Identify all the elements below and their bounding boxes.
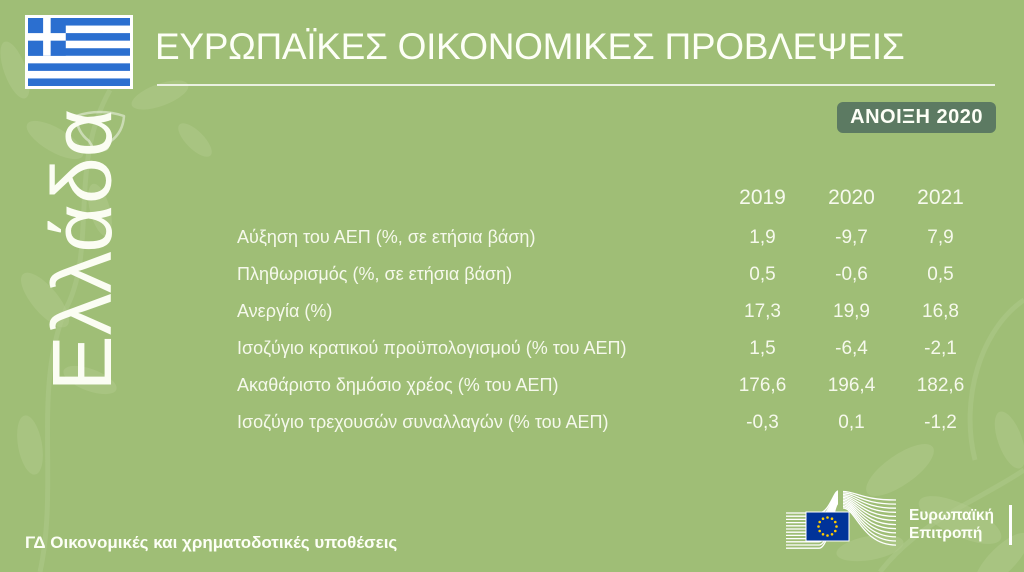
row-value: -1,2 bbox=[924, 411, 957, 433]
table-row: Αύξηση του ΑΕΠ (%, σε ετήσια βάση) 1,9 -… bbox=[237, 219, 985, 256]
row-value: -9,7 bbox=[835, 226, 868, 248]
table-row: Ακαθάριστο δημόσιο χρέος (% του ΑΕΠ) 176… bbox=[237, 367, 985, 404]
country-label: Ελλάδα bbox=[35, 108, 129, 392]
forecast-table: 2019 2020 2021 Αύξηση του ΑΕΠ (%, σε ετή… bbox=[237, 176, 985, 441]
row-value: 16,8 bbox=[922, 300, 959, 322]
row-value: 196,4 bbox=[827, 374, 876, 396]
row-label: Πληθωρισμός (%, σε ετήσια βάση) bbox=[237, 264, 513, 284]
row-value: 1,9 bbox=[749, 226, 776, 248]
ec-logo-bar bbox=[1009, 505, 1012, 545]
eu-flag-icon bbox=[805, 511, 850, 542]
title-underline bbox=[157, 84, 995, 86]
row-value: 17,3 bbox=[744, 300, 781, 322]
row-value: 7,9 bbox=[927, 226, 954, 248]
ec-logo-text: Ευρωπαϊκή Επιτροπή bbox=[909, 507, 994, 543]
row-value: -0,6 bbox=[835, 263, 868, 285]
table-row: Ισοζύγιο κρατικού προϋπολογισμού (% του … bbox=[237, 330, 985, 367]
row-value: 19,9 bbox=[833, 300, 870, 322]
row-label: Ισοζύγιο τρεχουσών συναλλαγών (% του ΑΕΠ… bbox=[237, 412, 609, 432]
row-value: 0,1 bbox=[838, 411, 865, 433]
ec-logo-line2: Επιτροπή bbox=[909, 525, 983, 542]
page-title: ΕΥΡΩΠΑΪΚΕΣ ΟΙΚΟΝΟΜΙΚΕΣ ΠΡΟΒΛΕΨΕΙΣ bbox=[155, 26, 905, 67]
forecast-table-header-row: 2019 2020 2021 bbox=[237, 176, 985, 219]
season-badge: ΑΝΟΙΞΗ 2020 bbox=[837, 102, 996, 133]
row-value: -0,3 bbox=[746, 411, 779, 433]
row-value: 0,5 bbox=[749, 263, 776, 285]
row-value: 176,6 bbox=[738, 374, 787, 396]
year-column-header: 2021 bbox=[917, 185, 964, 209]
table-row: Πληθωρισμός (%, σε ετήσια βάση) 0,5 -0,6… bbox=[237, 256, 985, 293]
row-label: Ακαθάριστο δημόσιο χρέος (% του ΑΕΠ) bbox=[237, 375, 559, 395]
row-value: 0,5 bbox=[927, 263, 954, 285]
row-value: -2,1 bbox=[924, 337, 957, 359]
row-label: Ισοζύγιο κρατικού προϋπολογισμού (% του … bbox=[237, 338, 627, 358]
greece-flag-icon bbox=[25, 15, 133, 89]
row-label: Ανεργία (%) bbox=[237, 301, 333, 321]
european-commission-logo: Ευρωπαϊκή Επιτροπή bbox=[786, 489, 1012, 561]
row-value: 182,6 bbox=[916, 374, 965, 396]
year-column-header: 2020 bbox=[828, 185, 875, 209]
ec-building-flag-icon bbox=[786, 490, 896, 549]
row-value: 1,5 bbox=[749, 337, 776, 359]
ec-logo-line1: Ευρωπαϊκή bbox=[909, 507, 994, 524]
department-label: ΓΔ Οικονομικές και χρηματοδοτικές υποθέσ… bbox=[25, 533, 398, 552]
row-value: -6,4 bbox=[835, 337, 868, 359]
row-label: Αύξηση του ΑΕΠ (%, σε ετήσια βάση) bbox=[237, 227, 536, 247]
table-row: Ισοζύγιο τρεχουσών συναλλαγών (% του ΑΕΠ… bbox=[237, 404, 985, 441]
year-column-header: 2019 bbox=[739, 185, 786, 209]
table-row: Ανεργία (%) 17,3 19,9 16,8 bbox=[237, 293, 985, 330]
